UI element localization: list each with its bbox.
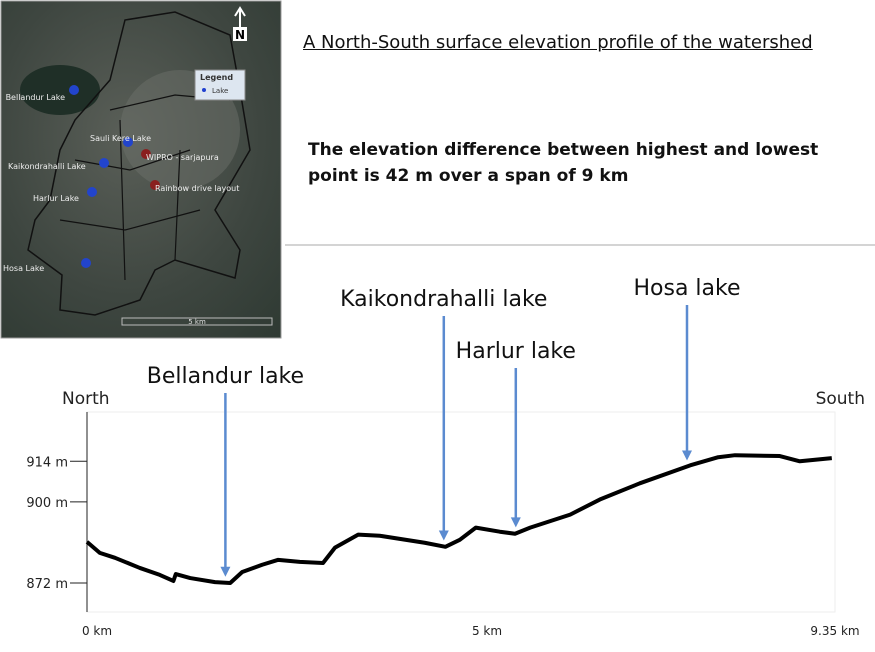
x-tick-label: 9.35 km (810, 624, 859, 638)
north-arrow (234, 6, 246, 28)
lake-dot (123, 137, 133, 147)
plot-area (86, 411, 836, 613)
lake-label: Sauli Kere Lake (90, 134, 151, 143)
lake-dot (69, 85, 79, 95)
place-dot (141, 149, 151, 159)
legend-title: Legend (200, 73, 233, 82)
scale-label: 5 km (188, 318, 206, 326)
north-box (233, 27, 247, 41)
y-tick-label: 872 m (26, 577, 68, 592)
annotation-arrowhead (682, 450, 692, 461)
annotation-label: Harlur lake (456, 339, 576, 364)
place-label: WIPRO - sarjapura (146, 153, 219, 162)
legend-item: Lake (212, 87, 228, 95)
annotation-label: Kaikondrahalli lake (340, 287, 547, 312)
y-tick-label: 900 m (26, 496, 68, 511)
x-tick-label: 5 km (472, 624, 502, 638)
lake-dot (81, 258, 91, 268)
start-label: North (62, 389, 110, 409)
lake-label: Kaikondrahalli Lake (8, 162, 86, 171)
y-tick-label: 914 m (26, 455, 68, 470)
north-label: N (235, 28, 245, 42)
annotation-arrowhead (438, 530, 449, 541)
end-label: South (816, 389, 865, 409)
map-terrain (20, 65, 100, 115)
lake-label: Harlur Lake (33, 194, 79, 203)
heading: A North-South surface elevation profile … (303, 32, 813, 53)
annotation-label: Hosa lake (633, 276, 740, 301)
legend-dot (202, 88, 206, 92)
annotation-arrowhead (220, 566, 231, 577)
elevation-line (85, 453, 832, 586)
lake-label: Bellandur Lake (6, 93, 66, 102)
scale-bar (121, 317, 273, 326)
map-legend (194, 69, 246, 101)
watershed-boundary (27, 11, 251, 316)
lake-dot (99, 158, 109, 168)
sub-boundaries (59, 94, 231, 281)
annotation-label: Bellandur lake (147, 364, 304, 389)
lake-label: Hosa Lake (3, 264, 44, 273)
x-tick-label: 0 km (82, 624, 112, 638)
lake-dot (87, 187, 97, 197)
place-dot (150, 180, 160, 190)
note: The elevation difference between highest… (308, 140, 819, 186)
annotation-arrowhead (510, 517, 521, 528)
place-label: Rainbow drive layout (155, 184, 239, 193)
